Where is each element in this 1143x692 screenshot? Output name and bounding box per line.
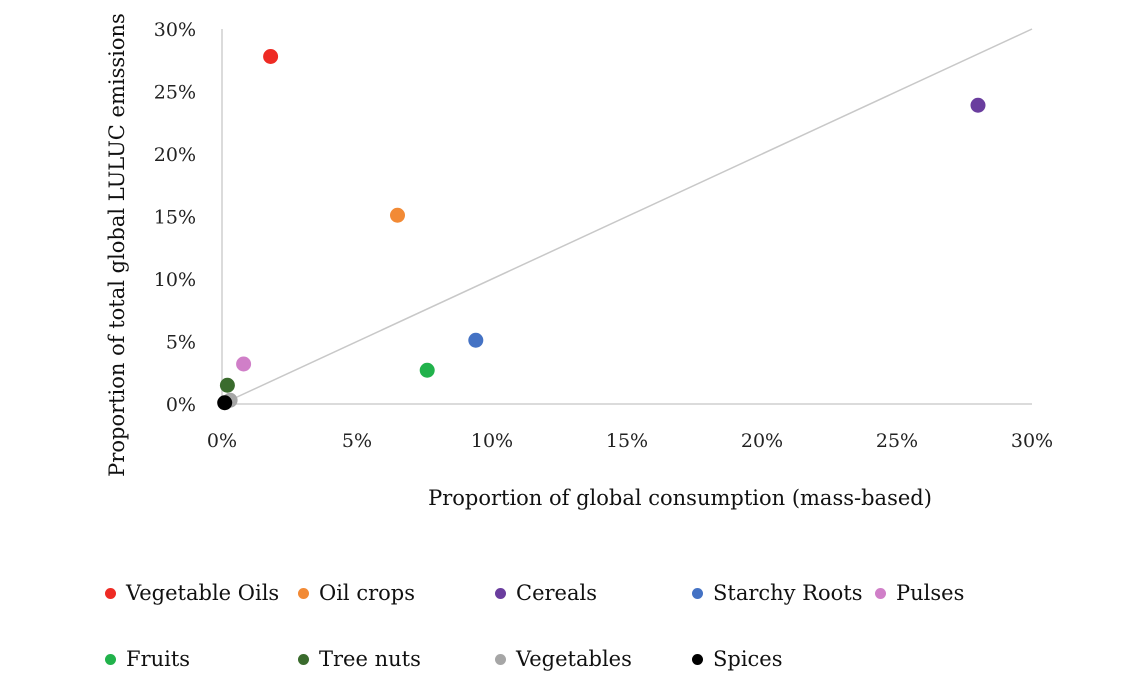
- x-tick-labels: 0% 5% 10% 15% 20% 25% 30%: [207, 430, 1053, 452]
- y-tick-label: 0%: [166, 394, 196, 416]
- legend-item: Vegetables: [495, 647, 692, 671]
- data-point: [236, 356, 252, 372]
- data-point: [468, 332, 484, 348]
- legend-item: Tree nuts: [298, 647, 495, 671]
- legend-marker: [692, 653, 703, 665]
- data-point: [970, 97, 986, 113]
- legend-marker: [495, 653, 506, 665]
- legend-label: Oil crops: [319, 581, 415, 605]
- legend-marker: [105, 587, 116, 599]
- legend-marker: [495, 587, 506, 599]
- legend-label: Starchy Roots: [713, 581, 863, 605]
- x-tick-label: 25%: [876, 430, 918, 452]
- legend-label: Vegetable Oils: [126, 581, 280, 605]
- y-tick-label: 5%: [166, 332, 196, 354]
- data-point: [263, 49, 279, 64]
- x-tick-label: 0%: [207, 430, 237, 452]
- y-tick-label: 30%: [154, 19, 196, 41]
- x-axis-title: Proportion of global consumption (mass-b…: [428, 486, 932, 510]
- x-tick-label: 30%: [1011, 430, 1053, 452]
- legend-row: Vegetable Oils Oil crops Cereals Starchy Ro…: [105, 560, 1105, 626]
- x-tick-label: 15%: [606, 430, 648, 452]
- y-tick-labels: 0% 5% 10% 15% 20% 25% 30%: [154, 19, 196, 416]
- reference-line: [221, 28, 1033, 405]
- y-tick-label: 15%: [154, 207, 196, 229]
- legend-marker: [298, 653, 309, 665]
- data-point: [217, 395, 233, 411]
- legend-label: Tree nuts: [319, 647, 421, 671]
- legend-item: Spices: [692, 647, 875, 671]
- x-tick-label: 20%: [741, 430, 783, 452]
- legend-item: Pulses: [875, 581, 1005, 605]
- legend-label: Pulses: [896, 581, 965, 605]
- data-point: [390, 207, 405, 223]
- legend-marker: [692, 587, 703, 599]
- legend-item: Cereals: [495, 581, 692, 605]
- legend-label: Cereals: [516, 581, 597, 605]
- legend: Vegetable Oils Oil crops Cereals Starchy Ro…: [105, 560, 1105, 692]
- legend-marker: [298, 587, 309, 599]
- y-tick-label: 10%: [154, 269, 196, 291]
- y-axis-title: Proportion of total global LULUC emissio…: [105, 13, 129, 477]
- legend-item: Fruits: [105, 647, 298, 671]
- legend-item: Starchy Roots: [692, 581, 875, 605]
- y-tick-label: 20%: [154, 144, 196, 166]
- x-tick-label: 10%: [471, 430, 513, 452]
- axes: [221, 29, 1032, 405]
- legend-item: Oil crops: [298, 581, 495, 605]
- x-tick-label: 5%: [342, 430, 372, 452]
- data-point: [219, 377, 235, 393]
- legend-item: Vegetable Oils: [105, 581, 298, 605]
- scatter-chart: 0%5%10%15%20%25%30% 0% 5% 10% 15% 20% 25% 30% …: [105, 13, 1053, 510]
- legend-label: Spices: [713, 647, 783, 671]
- y-tick-label: 25%: [154, 82, 196, 104]
- legend-label: Vegetables: [516, 647, 632, 671]
- data-point: [419, 362, 435, 378]
- legend-marker: [875, 587, 886, 599]
- legend-row: Fruits Tree nuts Vegetables Spices: [105, 626, 1105, 692]
- legend-label: Fruits: [126, 647, 191, 671]
- legend-marker: [105, 653, 116, 665]
- data-points: [217, 49, 986, 411]
